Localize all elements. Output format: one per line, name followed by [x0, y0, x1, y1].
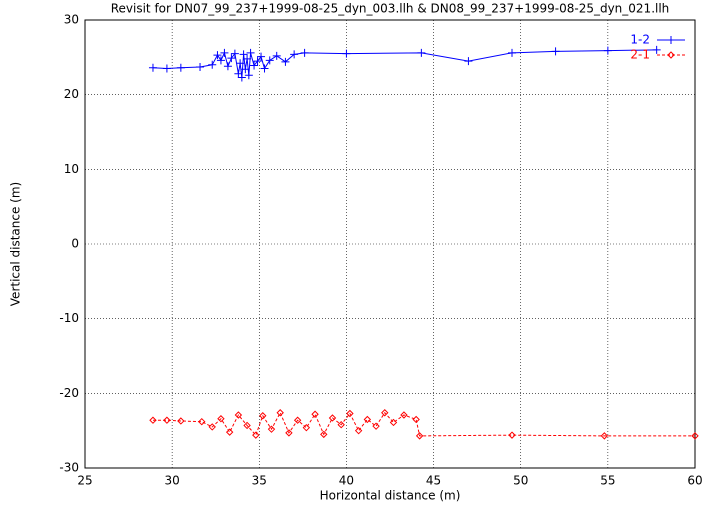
data-point [260, 64, 269, 73]
chart-title: Revisit for DN07_99_237+1999-08-25_dyn_0… [111, 2, 670, 16]
data-point [328, 414, 337, 422]
data-point [227, 54, 236, 63]
x-tick-label: 60 [687, 474, 702, 488]
legend-label: 2-1 [630, 48, 650, 62]
data-point [464, 57, 473, 66]
x-axis-label: Horizontal distance (m) [320, 489, 461, 503]
x-tick-label: 40 [339, 474, 354, 488]
x-tick-label: 30 [165, 474, 180, 488]
data-point [250, 61, 259, 70]
data-point [265, 56, 274, 65]
data-point [217, 415, 225, 423]
data-point [342, 49, 351, 58]
data-point [208, 60, 217, 69]
data-point [363, 415, 372, 424]
data-point [412, 415, 420, 424]
data-point [213, 51, 222, 60]
data-point [415, 432, 424, 440]
data-point [551, 47, 560, 56]
plot-frame [84, 19, 696, 469]
data-point [176, 63, 185, 72]
data-point [302, 423, 311, 432]
data-point [354, 426, 363, 435]
data-point [148, 63, 157, 72]
data-point [381, 409, 389, 417]
data-point [400, 411, 408, 419]
data-point [230, 49, 239, 58]
data-point [600, 432, 609, 440]
data-point [389, 418, 398, 427]
data-point [149, 416, 157, 424]
data-point [285, 429, 293, 437]
data-point [216, 56, 225, 65]
x-tick-label: 25 [77, 474, 92, 488]
x-tick-label: 35 [252, 474, 267, 488]
data-point [652, 45, 661, 54]
data-point [281, 57, 290, 66]
legend-label: 1-2 [630, 33, 650, 47]
data-point [300, 48, 309, 57]
data-point [346, 409, 354, 418]
x-tick-label: 45 [426, 474, 441, 488]
data-point [223, 62, 232, 71]
data-point [225, 428, 234, 436]
data-point [272, 51, 281, 60]
series-line [152, 411, 695, 437]
y-tick-label: -20 [59, 386, 79, 400]
legend-marker [667, 51, 675, 59]
y-tick-label: 20 [64, 87, 79, 101]
data-point [234, 69, 243, 78]
data-point [236, 59, 245, 68]
data-point [243, 421, 251, 430]
data-point [290, 50, 299, 59]
data-point [320, 430, 328, 439]
data-point [276, 409, 284, 417]
series-line [152, 49, 657, 78]
y-tick-label: -30 [59, 461, 79, 475]
data-point [508, 431, 516, 439]
y-axis-label: Vertical distance (m) [9, 182, 23, 306]
data-point [241, 65, 250, 74]
data-point [243, 54, 252, 63]
data-point [372, 422, 380, 430]
y-tick-label: 10 [64, 162, 79, 176]
data-point [293, 416, 302, 424]
data-point [234, 411, 243, 419]
data-point [177, 417, 185, 425]
data-point [259, 412, 267, 420]
x-tick-label: 55 [600, 474, 615, 488]
data-point [239, 50, 248, 59]
data-point [267, 425, 276, 433]
y-tick-label: 0 [71, 237, 79, 251]
data-point [257, 52, 266, 61]
legend-marker [667, 36, 675, 44]
data-point [162, 64, 171, 73]
data-point [417, 48, 426, 57]
data-point [220, 48, 229, 57]
data-point [237, 73, 246, 82]
data-point [508, 48, 516, 57]
data-point [196, 63, 205, 72]
data-point [691, 432, 699, 440]
y-tick-label: 30 [64, 13, 79, 27]
data-point [311, 410, 319, 418]
data-point [252, 431, 260, 439]
data-point [246, 48, 255, 57]
data-point [337, 420, 345, 429]
data-point [198, 417, 206, 426]
y-tick-label: -10 [59, 311, 79, 325]
data-point [163, 416, 171, 424]
data-point [253, 57, 262, 66]
data-point [244, 71, 253, 80]
data-point [208, 423, 216, 431]
data-point [603, 46, 612, 55]
x-tick-label: 50 [513, 474, 528, 488]
